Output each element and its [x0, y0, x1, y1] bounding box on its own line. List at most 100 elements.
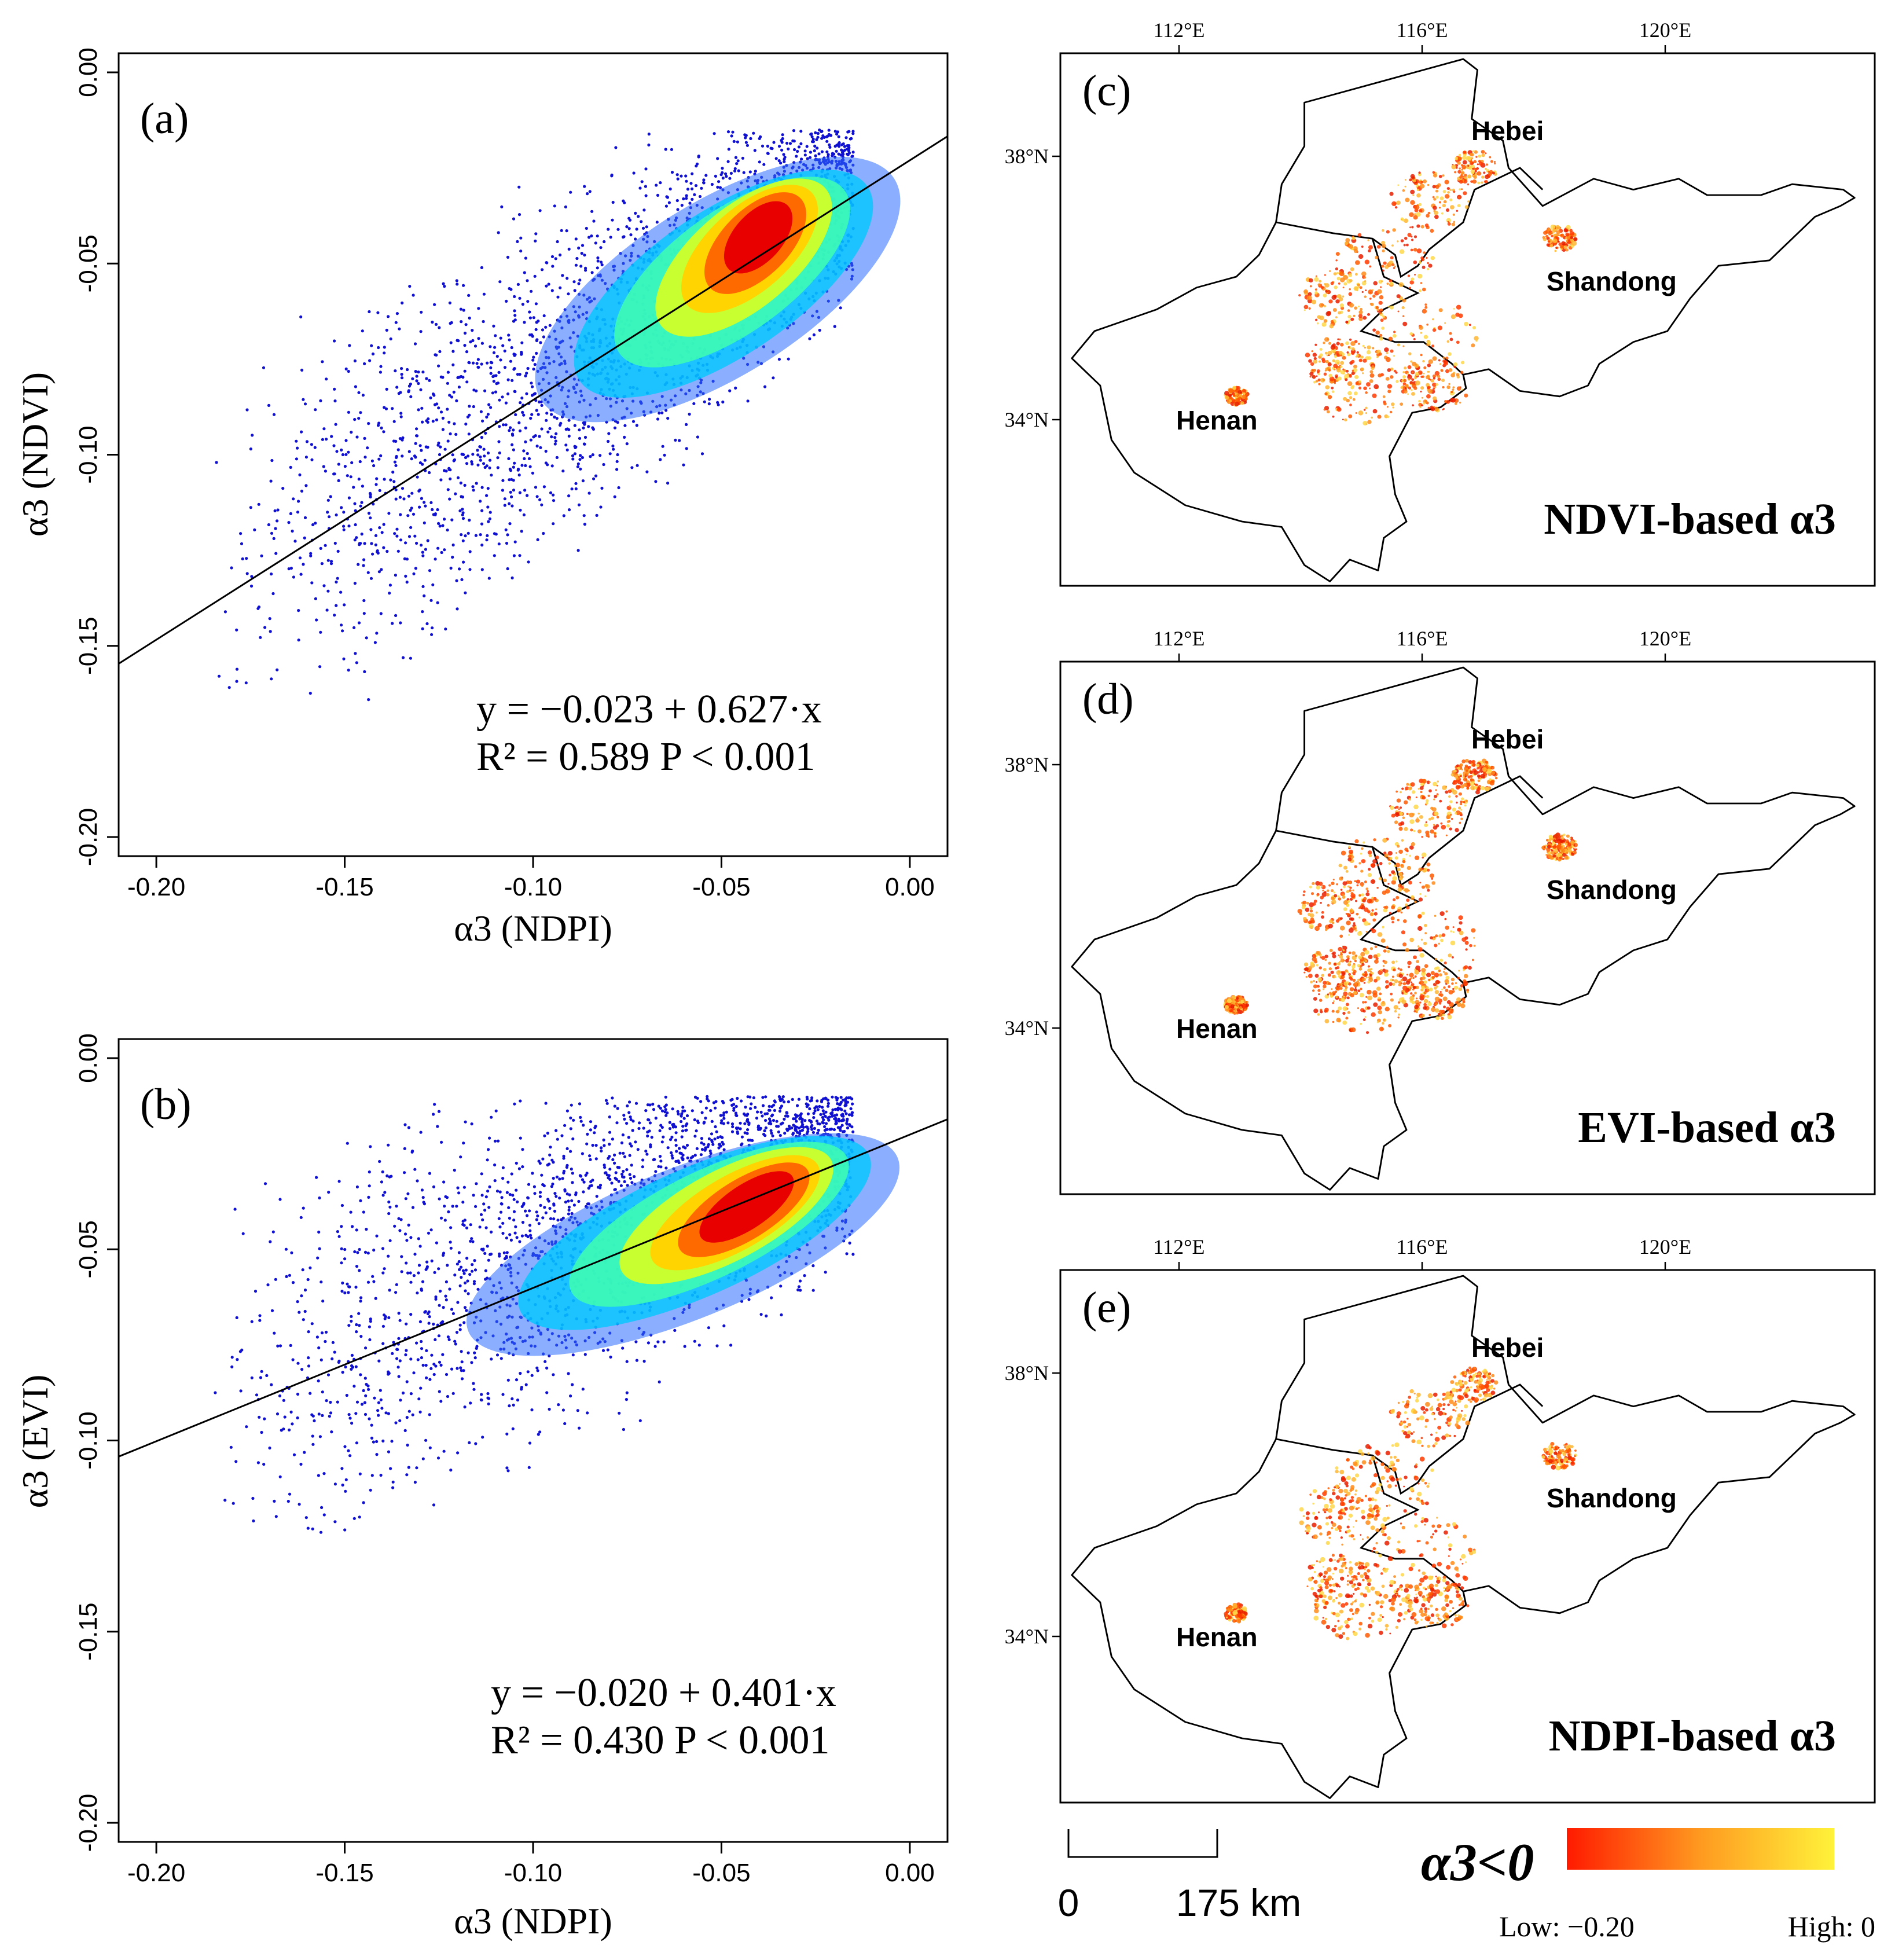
scatter-point: [378, 1159, 381, 1163]
scatter-point: [647, 1118, 650, 1121]
scatter-point: [399, 538, 403, 542]
scatter-point: [798, 1279, 802, 1283]
scatter-point: [508, 1404, 511, 1408]
scatter-point: [460, 495, 463, 498]
scatter-point: [447, 1338, 451, 1341]
scatter-point: [359, 1300, 362, 1303]
scatter-point: [670, 171, 674, 174]
scatter-point: [707, 1326, 710, 1330]
scatter-point: [809, 156, 812, 159]
scatter-point: [714, 174, 717, 178]
scatter-point: [487, 520, 490, 523]
scatter-point: [524, 426, 527, 430]
scatter-point: [254, 1290, 258, 1293]
scatter-point: [424, 1364, 428, 1367]
scatter-point: [486, 452, 490, 455]
scatter-point: [561, 469, 565, 473]
scatter-point: [629, 233, 633, 237]
scatter-point: [545, 261, 548, 265]
scatter-point: [404, 541, 407, 545]
scatter-point: [671, 1107, 674, 1111]
scatter-point: [378, 526, 381, 530]
scatter-point: [232, 1502, 235, 1505]
scatter-point: [407, 535, 412, 538]
scatter-point: [382, 523, 385, 526]
scatter-point: [448, 497, 451, 501]
scatter-point: [521, 1165, 524, 1169]
scatter-point: [359, 1199, 362, 1202]
scatter-point: [549, 491, 553, 495]
scatter-point: [468, 1273, 472, 1276]
scatter-point: [746, 1120, 750, 1124]
scatter-point: [289, 512, 292, 516]
scatter-point: [689, 182, 693, 185]
scatter-point: [480, 544, 484, 547]
scatter-point: [249, 506, 252, 509]
scatter-point: [273, 509, 277, 513]
scatter-point: [636, 464, 639, 467]
scatter-point: [315, 618, 318, 622]
scatter-point: [680, 1135, 684, 1139]
scatter-point: [428, 379, 431, 382]
scatter-point: [439, 1216, 443, 1220]
scatter-point: [348, 344, 351, 347]
scatter-point: [458, 1323, 462, 1327]
scatter-point: [442, 1449, 446, 1453]
scatter-point: [407, 1410, 411, 1413]
scatter-point: [559, 286, 562, 289]
scatter-point: [466, 415, 470, 419]
scatter-point: [468, 519, 471, 522]
scatter-point: [295, 439, 298, 443]
scatter-point: [837, 135, 840, 138]
scatter-point: [707, 1099, 710, 1103]
scatter-point: [733, 167, 737, 170]
scatter-point: [646, 1103, 649, 1107]
scatter-point: [432, 394, 436, 397]
scatter-point: [362, 1501, 365, 1504]
scatter-point: [533, 274, 537, 278]
scatter-point: [445, 1298, 448, 1302]
scatter-point: [532, 368, 535, 371]
scatter-point: [426, 539, 429, 542]
scatter-point: [337, 1235, 341, 1238]
scatter-point: [400, 1270, 403, 1273]
scatter-point: [645, 225, 648, 229]
scatter-point: [450, 1367, 454, 1371]
scatter-point: [704, 1117, 707, 1120]
scatter-point: [831, 1108, 835, 1111]
scatter-point: [263, 626, 267, 629]
scatter-point: [600, 1149, 603, 1152]
scatter-point: [664, 204, 668, 208]
scatter-point: [567, 434, 571, 438]
y-tick-label: -0.10: [74, 425, 102, 483]
scatter-point: [840, 1124, 844, 1127]
scatter-point: [571, 1172, 574, 1175]
scatter-point: [537, 413, 540, 416]
scatter-point: [496, 381, 500, 385]
scatter-point: [537, 320, 540, 323]
scatter-point: [362, 558, 366, 561]
scatter-point: [846, 144, 849, 148]
scatter-point: [567, 247, 571, 251]
scatter-point: [451, 556, 454, 559]
scatter-point: [324, 1330, 328, 1334]
scatter-point: [439, 445, 442, 449]
scatter-point: [530, 1374, 534, 1377]
scatter-point: [406, 1192, 410, 1195]
scatter-point: [306, 1526, 310, 1530]
x-tick-label: -0.05: [692, 873, 750, 901]
scatter-point: [511, 1427, 515, 1430]
scatter-point: [571, 1137, 575, 1141]
scatter-point: [417, 408, 420, 412]
scatter-point: [716, 185, 719, 189]
scatter-point: [537, 1433, 540, 1436]
scatter-point: [625, 1122, 629, 1125]
scatter-point: [770, 1132, 773, 1135]
scatter-point: [778, 1098, 782, 1101]
scatter-point: [837, 152, 840, 156]
scatter-point: [507, 333, 511, 337]
scatter-point: [342, 511, 346, 514]
scatter-point: [805, 1102, 808, 1106]
scatter-point: [558, 1177, 561, 1181]
scatter-point: [724, 172, 728, 175]
